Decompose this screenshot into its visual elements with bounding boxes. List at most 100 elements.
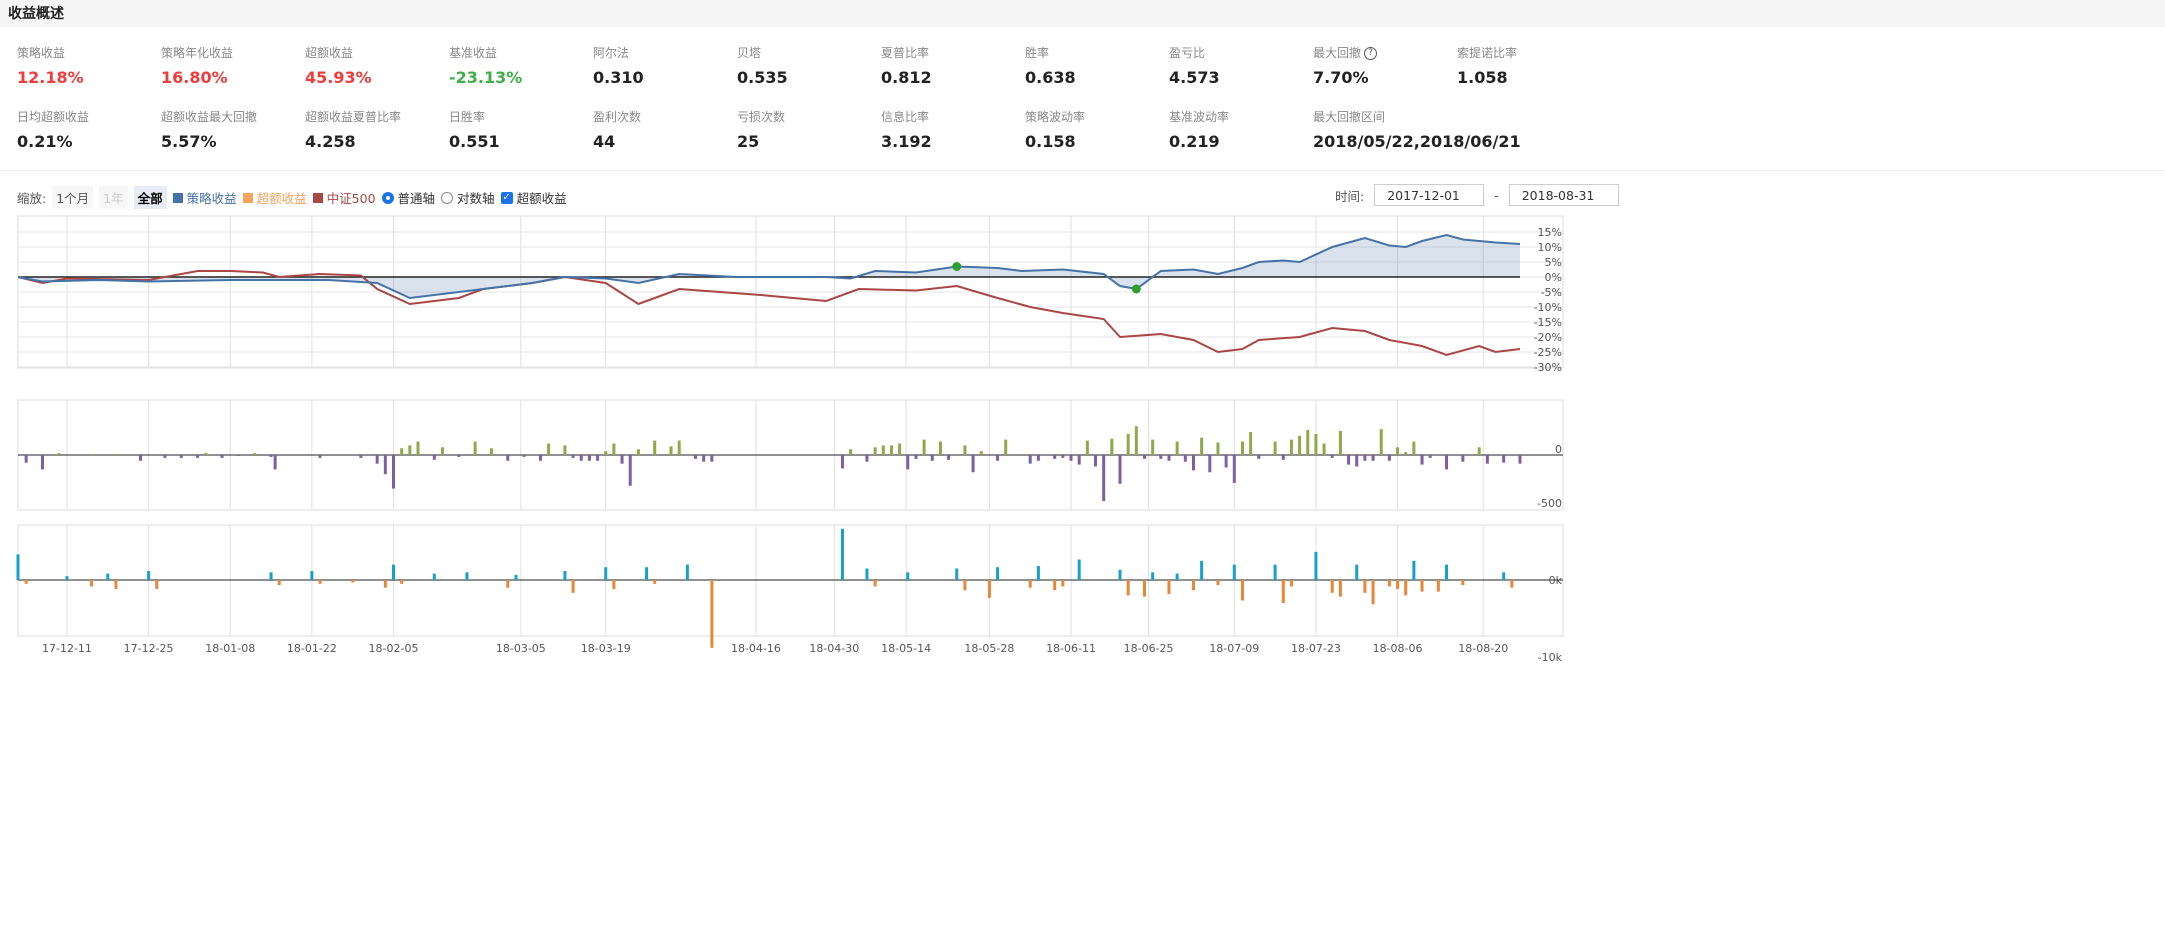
x-tick-label: 18-06-11	[1046, 642, 1096, 655]
excess-bar	[620, 455, 624, 464]
pnl-bar	[400, 580, 404, 584]
legend-excess[interactable]: 超额收益	[242, 188, 307, 207]
excess-bar	[57, 453, 61, 455]
excess-bar	[400, 448, 404, 455]
pnl-bar	[1216, 580, 1220, 586]
pnl-bar	[1510, 580, 1514, 588]
radio-unchecked-icon	[441, 191, 454, 204]
stat-label: 基准收益	[449, 46, 498, 60]
stat-label: 超额收益	[305, 46, 354, 60]
stat-value: 1.058	[1457, 68, 1508, 87]
excess-bar	[1387, 455, 1391, 461]
excess-bar	[849, 449, 853, 455]
pnl-bar	[1355, 564, 1359, 580]
help-icon[interactable]: ?	[1364, 47, 1378, 60]
stat-label: 盈亏比	[1169, 46, 1206, 60]
zoom-1-year-button[interactable]: 1年	[99, 186, 128, 209]
excess-bar	[963, 445, 967, 455]
pnl-bar	[1151, 572, 1155, 580]
stat-value: 0.219	[1169, 132, 1220, 151]
csi500-line	[17, 270, 1521, 357]
pnl-bar	[840, 528, 844, 580]
excess-bar	[596, 455, 600, 461]
excess-bar	[440, 447, 444, 455]
excess-bar	[1036, 455, 1040, 461]
excess-bar	[604, 451, 608, 455]
pnl-bar	[1240, 580, 1244, 601]
x-tick-label: 17-12-25	[124, 642, 174, 655]
excess-checkbox[interactable]: ✓ 超额收益	[500, 191, 567, 206]
pnl-bar	[506, 580, 510, 588]
excess-bar	[432, 455, 436, 460]
excess-bar	[636, 449, 640, 455]
stat-label: 日均超额收益	[17, 110, 90, 124]
excess-bar	[1004, 439, 1008, 455]
stat-item: 策略收益 12.18%	[17, 44, 157, 87]
stat-value: 25	[737, 132, 760, 151]
legend-csi500[interactable]: 中证500	[312, 188, 376, 207]
excess-bar	[1240, 441, 1244, 455]
stat-item: 基准收益 -23.13%	[449, 44, 589, 87]
pnl-bar	[310, 571, 314, 580]
pnl-bar	[465, 572, 469, 580]
pnl-bar	[1461, 580, 1465, 586]
stat-item: 胜率 0.638	[1025, 44, 1165, 87]
excess-bar	[1094, 455, 1098, 467]
excess-bar	[1249, 431, 1253, 455]
pnl-bar	[269, 572, 273, 580]
stat-label: 索提诺比率	[1457, 46, 1518, 60]
y-tick-label: -10k	[1538, 651, 1563, 664]
excess-bar	[1281, 455, 1285, 460]
excess-bar	[1077, 455, 1081, 465]
stat-label: 最大回撤区间	[1313, 110, 1386, 124]
stat-label: 夏普比率	[881, 46, 930, 60]
pnl-bar	[865, 568, 869, 580]
x-tick-label: 18-04-16	[731, 642, 781, 655]
x-tick-label: 18-05-28	[964, 642, 1014, 655]
excess-bar	[1330, 455, 1334, 458]
y-tick-label: -30%	[1534, 361, 1562, 374]
stat-value: 0.535	[737, 68, 788, 87]
excess-bar	[1151, 439, 1155, 455]
excess-bar	[457, 455, 461, 457]
stat-value: 4.573	[1169, 68, 1220, 87]
axis-log-radio[interactable]: 对数轴	[441, 188, 495, 207]
excess-bar	[669, 446, 673, 455]
pnl-bar	[383, 580, 387, 588]
pnl-bar	[351, 580, 355, 583]
stat-item: 日均超额收益 0.21%	[17, 108, 157, 151]
stat-label: 超额收益夏普比率	[305, 110, 402, 124]
stat-label: 最大回撤?	[1313, 44, 1453, 62]
excess-bar	[710, 455, 714, 462]
stat-item: 索提诺比率 1.058	[1457, 44, 1597, 87]
zoom-all-button[interactable]: 全部	[133, 186, 167, 209]
excess-bar	[889, 445, 893, 455]
pnl-bar	[432, 573, 436, 580]
legend-swatch-icon	[242, 192, 253, 203]
zoom-1-month-button[interactable]: 1个月	[52, 186, 94, 209]
excess-bar	[1102, 455, 1106, 502]
stat-label: 亏损次数	[737, 110, 786, 124]
pnl-bar	[906, 572, 910, 580]
y-tick-label: 0k	[1549, 574, 1563, 587]
pnl-bar	[1502, 572, 1506, 580]
pnl-bar	[1028, 580, 1032, 588]
date-separator: -	[1494, 187, 1499, 203]
excess-bar	[1200, 437, 1204, 455]
excess-bar	[1183, 455, 1187, 462]
axis-normal-radio[interactable]: 普通轴	[381, 188, 435, 207]
excess-bar	[253, 453, 257, 455]
excess-bar	[220, 455, 224, 458]
start-date-input[interactable]	[1374, 184, 1485, 206]
excess-bar	[1461, 455, 1465, 462]
excess-bar	[1412, 441, 1416, 455]
excess-bar	[702, 455, 706, 462]
stat-value: 0.310	[593, 68, 644, 87]
legend-strategy[interactable]: 策略收益	[172, 188, 237, 207]
end-date-input[interactable]	[1508, 184, 1619, 206]
excess-bar	[1298, 435, 1302, 455]
x-tick-label: 18-08-20	[1458, 642, 1508, 655]
pnl-bar	[1436, 580, 1440, 592]
x-tick-label: 18-04-30	[809, 642, 859, 655]
